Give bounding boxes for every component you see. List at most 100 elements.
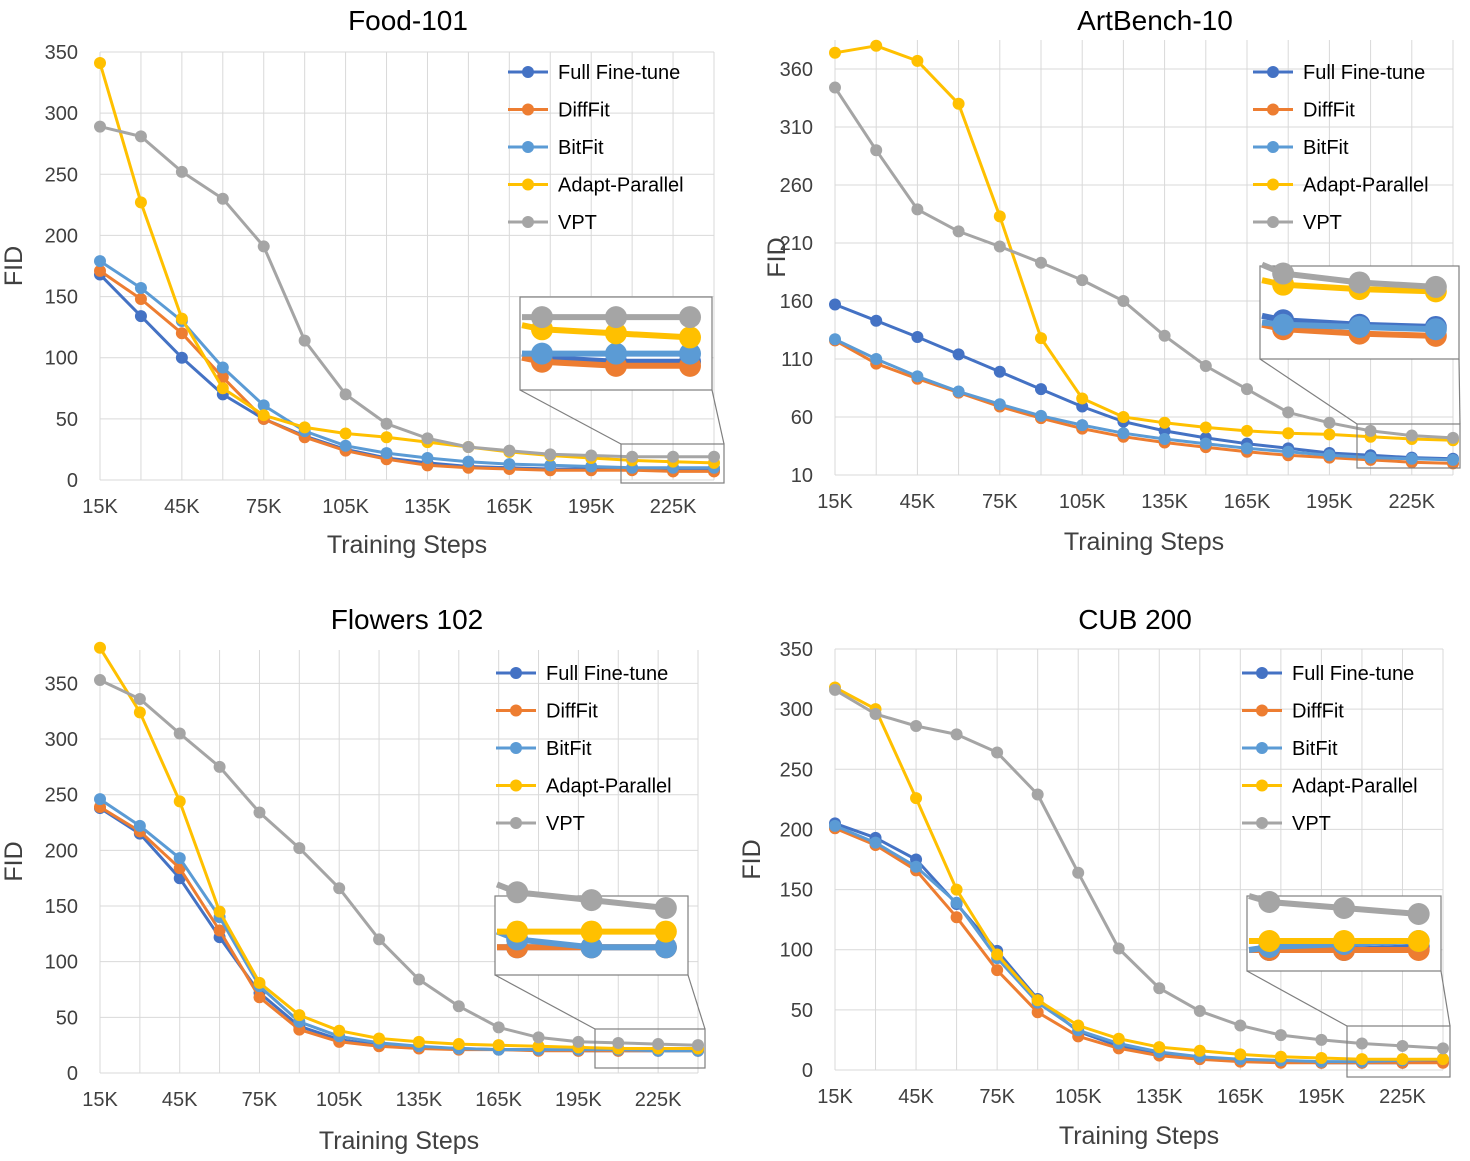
x-tick-label: 195K bbox=[568, 496, 615, 518]
data-point bbox=[1199, 437, 1212, 450]
data-point bbox=[1315, 1033, 1328, 1046]
legend-label: DiffFit bbox=[546, 701, 598, 723]
data-point bbox=[910, 719, 923, 732]
legend-marker bbox=[1256, 667, 1268, 679]
x-axis-label: Training Steps bbox=[1059, 1122, 1219, 1150]
legend-marker bbox=[510, 742, 522, 754]
y-tick-label: 210 bbox=[780, 233, 813, 255]
data-point bbox=[692, 1039, 704, 1052]
data-point bbox=[1035, 256, 1047, 269]
y-tick-label: 300 bbox=[45, 103, 78, 125]
inset-data-point bbox=[580, 936, 603, 959]
legend: Full Fine-tune DiffFit BitFit Adapt-Paralle… bbox=[1253, 62, 1429, 234]
data-point bbox=[911, 330, 924, 343]
legend-label: Adapt-Parallel bbox=[558, 175, 684, 197]
data-point bbox=[708, 450, 720, 463]
data-point bbox=[572, 1035, 585, 1048]
data-point bbox=[213, 905, 226, 918]
data-point bbox=[1158, 329, 1171, 342]
legend-marker bbox=[1267, 141, 1279, 153]
inset-data-point bbox=[1333, 897, 1355, 919]
x-tick-label: 225K bbox=[1379, 1086, 1426, 1108]
data-point bbox=[462, 440, 475, 453]
data-point bbox=[829, 683, 841, 696]
data-point bbox=[870, 314, 883, 327]
inset-series-bitfit bbox=[522, 342, 701, 365]
data-point bbox=[175, 165, 188, 178]
data-point bbox=[298, 334, 311, 347]
legend-item-difffit: DiffFit bbox=[1242, 701, 1344, 723]
inset-data-point bbox=[1258, 891, 1281, 913]
data-point bbox=[612, 1036, 625, 1049]
data-point bbox=[452, 1000, 465, 1013]
data-point bbox=[829, 298, 841, 311]
data-point bbox=[1031, 994, 1044, 1007]
data-point bbox=[380, 417, 393, 430]
legend-marker bbox=[522, 103, 534, 116]
data-point bbox=[373, 1032, 386, 1045]
x-tick-label: 165K bbox=[1217, 1086, 1264, 1108]
y-tick-label: 110 bbox=[781, 349, 813, 371]
x-tick-label: 45K bbox=[898, 1086, 934, 1108]
x-tick-label: 15K bbox=[82, 1089, 118, 1111]
chart-title: ArtBench-10 bbox=[1077, 5, 1233, 36]
legend-item-difffit: DiffFit bbox=[1253, 100, 1355, 122]
legend-label: VPT bbox=[1292, 813, 1331, 835]
series-line bbox=[834, 303, 1454, 461]
legend-item-adapt-parallel: Adapt-Parallel bbox=[508, 175, 684, 197]
inset-data-point bbox=[1258, 930, 1281, 952]
data-point bbox=[910, 860, 923, 873]
series-line bbox=[834, 337, 1454, 462]
x-tick-label: 135K bbox=[1136, 1086, 1183, 1108]
series-vpt bbox=[829, 81, 1459, 444]
legend-label: VPT bbox=[546, 813, 585, 835]
legend-label: VPT bbox=[558, 212, 597, 234]
y-tick-label: 250 bbox=[45, 164, 78, 186]
y-tick-label: 100 bbox=[45, 952, 78, 974]
inset-data-point bbox=[679, 326, 701, 349]
data-point bbox=[133, 706, 146, 719]
data-point bbox=[257, 240, 270, 253]
data-point bbox=[1117, 427, 1130, 440]
data-point bbox=[991, 964, 1004, 977]
data-point bbox=[1112, 1032, 1125, 1045]
legend-item-vpt: VPT bbox=[508, 212, 597, 234]
data-point bbox=[993, 398, 1006, 411]
x-tick-label: 15K bbox=[817, 1086, 853, 1108]
data-point bbox=[94, 255, 106, 268]
data-point bbox=[333, 882, 346, 895]
legend-marker bbox=[1267, 216, 1279, 228]
series-vpt bbox=[94, 674, 704, 1052]
inset-series-vpt bbox=[1248, 891, 1430, 925]
legend-label: Adapt-Parallel bbox=[1292, 776, 1418, 798]
data-point bbox=[333, 1024, 346, 1037]
x-tick-label: 105K bbox=[322, 496, 369, 518]
series-vpt bbox=[829, 683, 1449, 1055]
x-tick-label: 75K bbox=[979, 1086, 1015, 1108]
data-point bbox=[380, 447, 393, 460]
y-tick-label: 50 bbox=[56, 409, 78, 431]
zoom-connector bbox=[519, 389, 622, 445]
data-point bbox=[952, 225, 965, 238]
x-tick-label: 135K bbox=[396, 1089, 443, 1111]
data-point bbox=[1274, 1050, 1287, 1063]
legend-item-bitfit: BitFit bbox=[1253, 137, 1349, 159]
data-point bbox=[1158, 416, 1171, 429]
y-tick-label: 0 bbox=[67, 470, 78, 492]
data-point bbox=[1323, 416, 1336, 429]
legend-item-difffit: DiffFit bbox=[496, 701, 598, 723]
x-axis-label: Training Steps bbox=[1064, 528, 1224, 556]
data-point bbox=[1282, 406, 1295, 419]
data-point bbox=[993, 210, 1006, 223]
y-tick-label: 350 bbox=[780, 639, 813, 661]
data-point bbox=[1241, 442, 1253, 455]
legend-label: BitFit bbox=[1303, 137, 1349, 159]
legend-item-bitfit: BitFit bbox=[496, 738, 592, 760]
y-tick-label: 350 bbox=[45, 673, 78, 695]
data-point bbox=[94, 641, 106, 654]
x-tick-label: 75K bbox=[246, 496, 282, 518]
y-tick-label: 0 bbox=[67, 1063, 78, 1085]
data-point bbox=[626, 450, 639, 463]
inset-data-point bbox=[1348, 271, 1371, 294]
data-point bbox=[532, 1031, 545, 1044]
